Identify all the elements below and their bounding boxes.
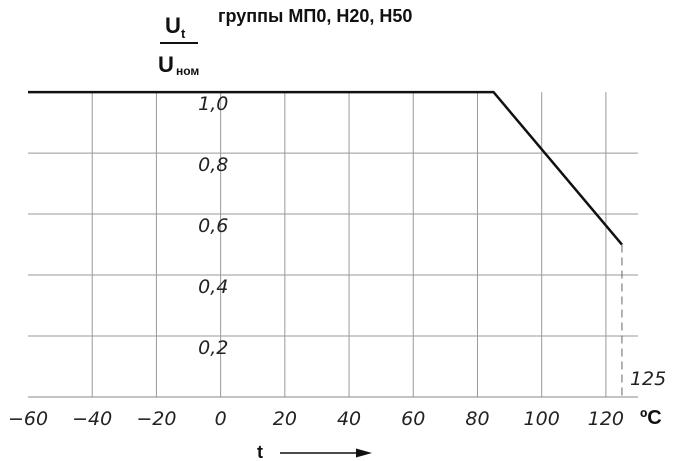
y-tick-label: 0,6 bbox=[198, 215, 228, 237]
x-axis-unit: ºС bbox=[640, 407, 662, 429]
x-tick-label: −20 bbox=[136, 408, 176, 430]
y-axis-label: U t U ном bbox=[158, 13, 199, 78]
chart-grid bbox=[28, 92, 638, 398]
x-label-text: t bbox=[257, 442, 263, 461]
y-tick-label: 0,2 bbox=[198, 337, 228, 359]
series-line-0 bbox=[28, 90, 623, 246]
x-axis-label: t bbox=[257, 442, 372, 461]
y-tick-label: 0,8 bbox=[198, 154, 228, 176]
x-tick-label: −60 bbox=[8, 408, 48, 430]
x-tick-label: 0 bbox=[215, 408, 227, 430]
annotation-label: 125 bbox=[630, 368, 666, 390]
x-tick-label: 60 bbox=[401, 408, 425, 430]
x-tick-label: 120 bbox=[588, 408, 624, 430]
chart-marks bbox=[28, 90, 623, 246]
y-label-denominator-sub: ном bbox=[176, 64, 199, 78]
x-tick-label: 80 bbox=[465, 408, 489, 430]
x-label-arrow-head bbox=[356, 448, 372, 458]
chart-annotations: 125 bbox=[621, 244, 666, 397]
y-tick-labels: 0,2 0,4 0,6 0,8 1,0 bbox=[198, 93, 228, 359]
chart-title: группы МП0, Н20, Н50 bbox=[218, 6, 412, 26]
y-tick-label: 0,4 bbox=[198, 276, 228, 298]
y-label-denominator: U bbox=[158, 52, 174, 77]
x-tick-label: 100 bbox=[524, 408, 560, 430]
x-tick-label: 20 bbox=[273, 408, 297, 430]
x-tick-labels: −60 −40 −20 0 20 40 60 80 100 120 bbox=[8, 408, 624, 430]
y-label-numerator: U bbox=[165, 13, 181, 38]
x-tick-label: −40 bbox=[72, 408, 112, 430]
x-tick-label: 40 bbox=[337, 408, 361, 430]
y-tick-label: 1,0 bbox=[198, 93, 228, 115]
y-label-numerator-sub: t bbox=[181, 26, 186, 41]
